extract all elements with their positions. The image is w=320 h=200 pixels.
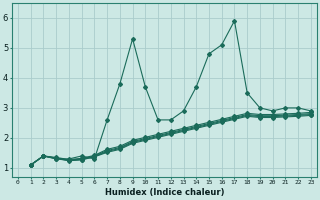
X-axis label: Humidex (Indice chaleur): Humidex (Indice chaleur) [105,188,224,197]
